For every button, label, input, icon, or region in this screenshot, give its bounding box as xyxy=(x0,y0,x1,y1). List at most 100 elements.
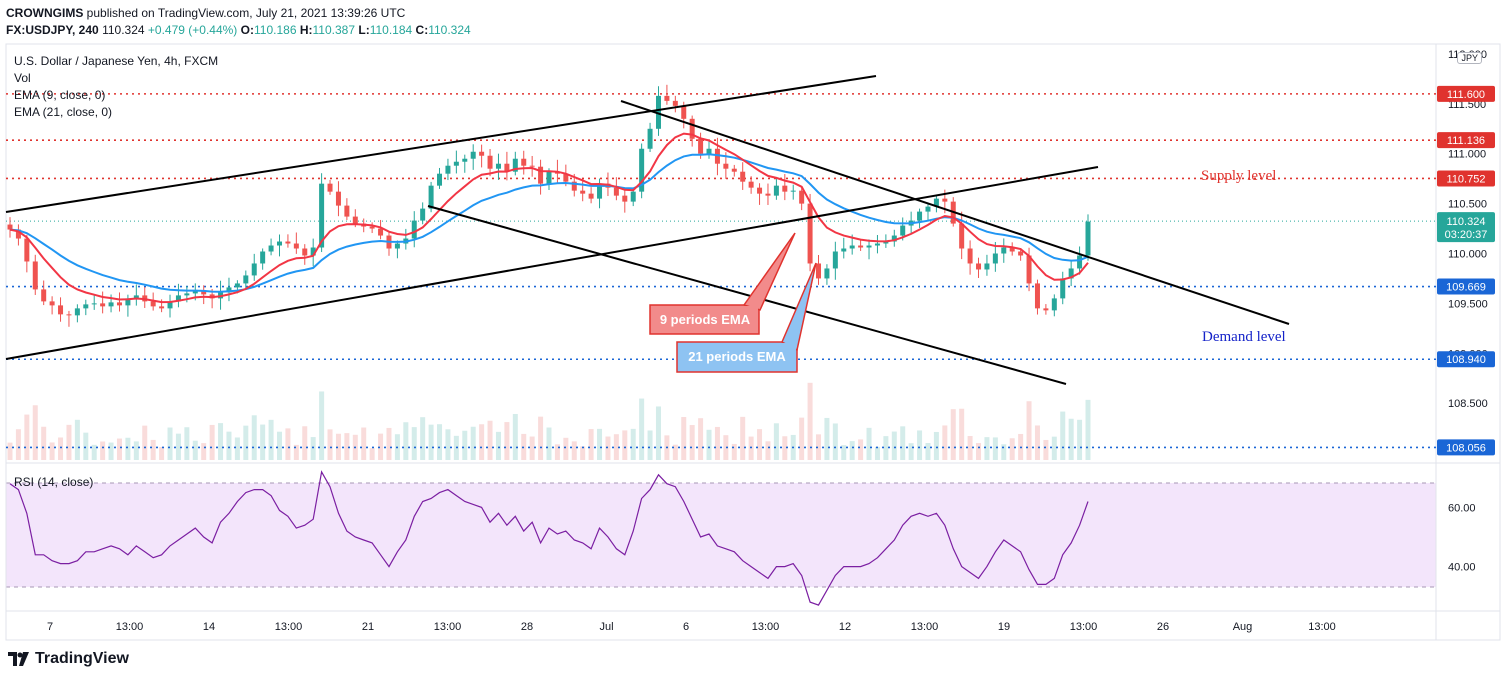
candle[interactable] xyxy=(167,294,173,318)
candle[interactable] xyxy=(773,177,779,200)
candle[interactable] xyxy=(91,294,97,310)
candle[interactable] xyxy=(655,86,661,136)
candle[interactable] xyxy=(24,234,30,273)
candle[interactable] xyxy=(1043,304,1049,315)
candle[interactable] xyxy=(66,310,72,327)
lower-channel-bottom-line[interactable] xyxy=(427,205,1067,385)
candle[interactable] xyxy=(7,217,13,238)
candle[interactable] xyxy=(268,238,274,256)
level-price-label[interactable]: 110.752 xyxy=(1437,170,1495,187)
candle[interactable] xyxy=(369,222,375,234)
candle[interactable] xyxy=(344,198,350,221)
candle[interactable] xyxy=(588,187,594,204)
candle[interactable] xyxy=(437,167,443,189)
candle[interactable] xyxy=(664,84,670,105)
candle[interactable] xyxy=(411,211,417,248)
candle[interactable] xyxy=(512,151,518,176)
candle[interactable] xyxy=(378,219,384,240)
candle[interactable] xyxy=(538,159,544,195)
candle[interactable] xyxy=(15,224,21,246)
vol-legend[interactable]: Vol xyxy=(14,71,31,85)
candle[interactable] xyxy=(1001,238,1007,263)
candle[interactable] xyxy=(984,254,990,276)
chart-title[interactable]: U.S. Dollar / Japanese Yen, 4h, FXCM xyxy=(14,54,219,68)
candle[interactable] xyxy=(41,280,47,306)
candle[interactable] xyxy=(807,193,813,272)
candle[interactable] xyxy=(285,234,291,248)
candle[interactable] xyxy=(420,202,426,225)
candle[interactable] xyxy=(917,208,923,228)
candle[interactable] xyxy=(133,284,139,306)
candle[interactable] xyxy=(394,240,400,259)
candle[interactable] xyxy=(858,240,864,251)
candle[interactable] xyxy=(959,211,965,260)
candle[interactable] xyxy=(689,115,695,147)
candle[interactable] xyxy=(49,296,55,315)
candle[interactable] xyxy=(799,186,805,211)
candle[interactable] xyxy=(142,286,148,308)
trend-lines[interactable] xyxy=(5,75,1290,385)
rsi-polyline[interactable] xyxy=(9,470,1089,606)
candle[interactable] xyxy=(470,144,476,170)
level-price-label[interactable]: 111.136 xyxy=(1437,132,1495,149)
ema21-line[interactable] xyxy=(9,153,1089,293)
candle[interactable] xyxy=(529,155,535,177)
candle[interactable] xyxy=(1085,214,1091,261)
tradingview-logo[interactable]: TradingView xyxy=(8,650,129,668)
upper-channel-bottom-line[interactable] xyxy=(5,166,1099,360)
candle[interactable] xyxy=(327,179,333,195)
candle[interactable] xyxy=(58,297,64,322)
candle[interactable] xyxy=(277,234,282,257)
candle[interactable] xyxy=(495,153,501,180)
candle[interactable] xyxy=(1034,279,1040,315)
candle[interactable] xyxy=(757,183,763,205)
upper-channel-top-line[interactable] xyxy=(5,75,877,213)
candle[interactable] xyxy=(647,122,653,152)
candle[interactable] xyxy=(639,143,645,199)
candle[interactable] xyxy=(832,241,838,280)
candle[interactable] xyxy=(125,294,131,317)
candle[interactable] xyxy=(925,203,931,221)
rsi-legend[interactable]: RSI (14, close) xyxy=(14,475,94,489)
candle[interactable] xyxy=(1068,261,1074,287)
candle[interactable] xyxy=(790,184,796,200)
candle[interactable] xyxy=(1009,242,1015,256)
candle[interactable] xyxy=(302,244,308,265)
candle[interactable] xyxy=(1051,294,1057,317)
candle[interactable] xyxy=(319,173,325,253)
candle[interactable] xyxy=(765,183,771,205)
candle[interactable] xyxy=(83,299,89,316)
candle[interactable] xyxy=(824,264,830,285)
candle[interactable] xyxy=(748,176,754,194)
candle[interactable] xyxy=(260,248,266,270)
candle[interactable] xyxy=(243,270,249,290)
candle[interactable] xyxy=(933,194,939,213)
candle[interactable] xyxy=(521,150,527,175)
symbol[interactable]: FX:USDJPY, 240 xyxy=(6,23,99,37)
candle[interactable] xyxy=(580,179,586,202)
candle[interactable] xyxy=(32,254,38,295)
candle[interactable] xyxy=(226,277,232,302)
candle[interactable] xyxy=(453,150,459,174)
candle[interactable] xyxy=(100,291,106,314)
candle[interactable] xyxy=(782,174,788,201)
candle[interactable] xyxy=(967,240,973,275)
candle[interactable] xyxy=(891,229,897,247)
candle[interactable] xyxy=(672,95,678,113)
candle[interactable] xyxy=(874,235,880,254)
candle[interactable] xyxy=(622,188,628,213)
candle[interactable] xyxy=(866,239,872,260)
currency-badge[interactable]: JPY xyxy=(1457,52,1482,64)
level-price-label[interactable]: 108.056 xyxy=(1437,439,1495,456)
candle[interactable] xyxy=(740,162,746,190)
candle[interactable] xyxy=(504,151,510,181)
candle[interactable] xyxy=(386,231,392,256)
ema9-legend[interactable]: EMA (9, close, 0) xyxy=(14,88,106,102)
candle[interactable] xyxy=(201,285,207,305)
candle[interactable] xyxy=(116,292,122,312)
candle[interactable] xyxy=(731,164,737,177)
lower-channel-top-line[interactable] xyxy=(620,100,1290,325)
candle[interactable] xyxy=(251,253,257,281)
candle[interactable] xyxy=(841,237,847,259)
